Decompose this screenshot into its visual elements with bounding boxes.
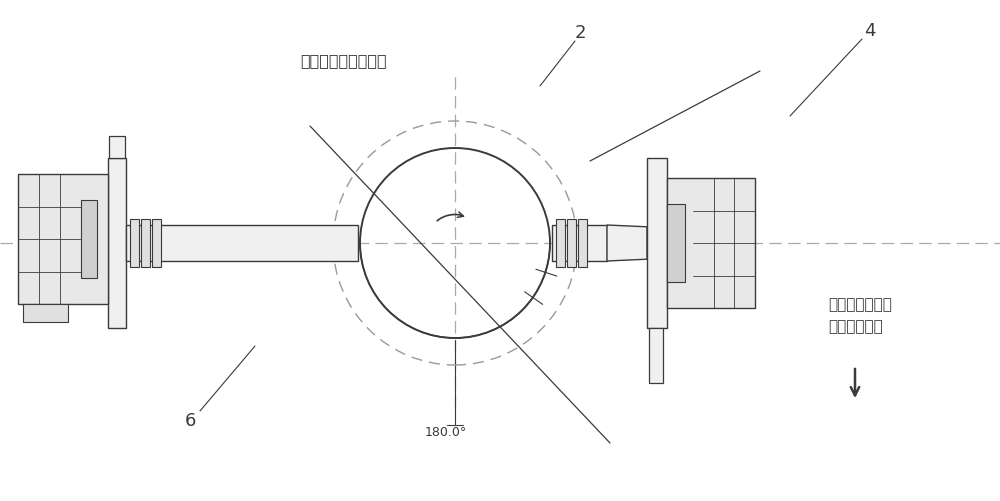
Bar	[649, 328, 663, 383]
Bar	[108, 158, 126, 328]
Bar	[141, 219, 150, 267]
Text: 6: 6	[184, 412, 196, 430]
Bar	[667, 178, 755, 308]
Text: 凸轮相位传感器
信号检测方向: 凸轮相位传感器 信号检测方向	[828, 298, 892, 335]
Bar	[556, 219, 565, 267]
Bar	[130, 219, 139, 267]
Text: 180.0°: 180.0°	[425, 426, 467, 439]
Bar	[23, 304, 68, 322]
Polygon shape	[607, 225, 647, 261]
Polygon shape	[552, 225, 607, 261]
Bar	[152, 219, 161, 267]
Bar	[18, 174, 108, 304]
Bar	[109, 136, 125, 158]
Text: 凸轮信号轮旋转方向: 凸轮信号轮旋转方向	[300, 54, 387, 69]
Bar	[578, 219, 587, 267]
Bar	[667, 204, 685, 282]
Polygon shape	[126, 225, 358, 261]
Bar	[567, 219, 576, 267]
Bar	[81, 200, 97, 278]
Text: 2: 2	[574, 24, 586, 42]
Text: 4: 4	[864, 22, 876, 40]
Bar	[647, 158, 667, 328]
